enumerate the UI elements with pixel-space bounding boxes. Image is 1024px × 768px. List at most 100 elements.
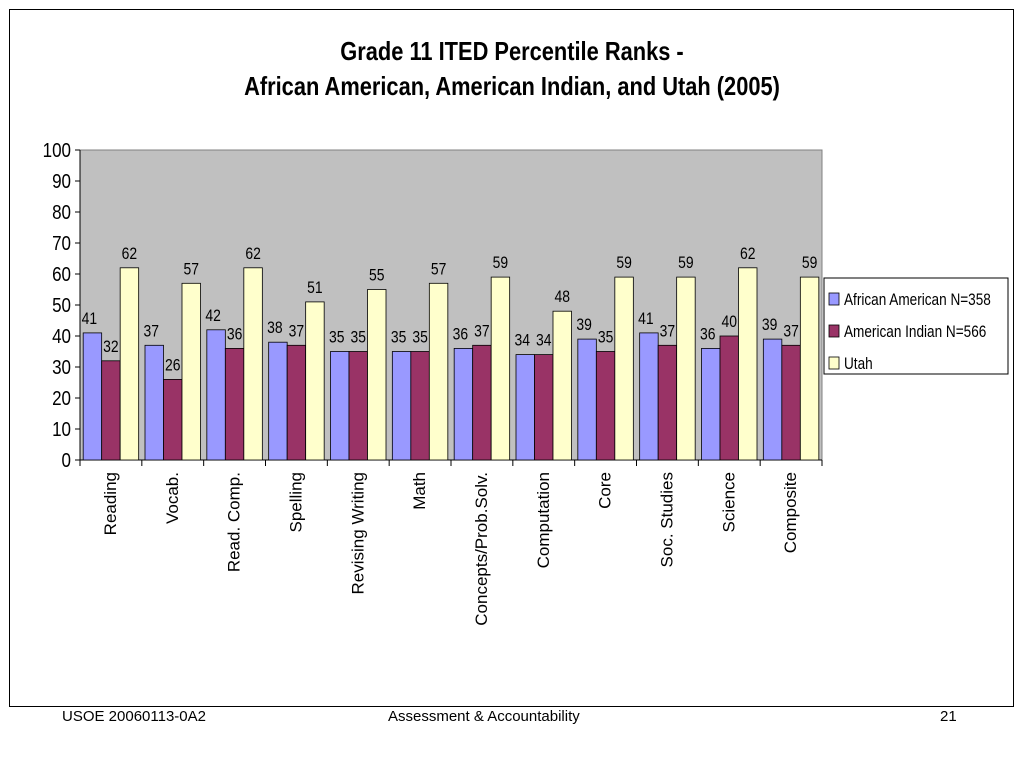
- data-label: 39: [576, 316, 591, 335]
- bar-utah: [738, 267, 758, 461]
- data-label: 40: [722, 313, 738, 332]
- bar-utah: [490, 276, 511, 461]
- y-tick-label: 70: [52, 232, 71, 255]
- bar-american-indian-n-566: [719, 335, 739, 461]
- data-label: 39: [762, 316, 777, 335]
- footer-page-number: 21: [940, 708, 957, 725]
- bar-american-indian-n-566: [781, 344, 801, 461]
- y-tick-label: 80: [52, 201, 71, 224]
- data-label: 37: [144, 322, 159, 341]
- bar-utah: [552, 310, 572, 461]
- bar-african-american-n-358: [391, 351, 412, 461]
- bar-african-american-n-358: [144, 344, 164, 461]
- data-label: 41: [638, 310, 653, 329]
- bar-african-american-n-358: [515, 354, 535, 461]
- x-tick-label: Reading: [101, 472, 120, 535]
- bar-american-indian-n-566: [472, 344, 492, 461]
- x-tick-label: Read. Comp.: [225, 472, 244, 572]
- data-label: 37: [474, 322, 489, 341]
- x-tick-label: Revising Writing: [348, 472, 367, 595]
- data-label: 35: [412, 328, 427, 347]
- x-tick-label: Spelling: [286, 472, 305, 533]
- bar-utah: [614, 276, 634, 461]
- bar-utah: [428, 282, 449, 461]
- bar-american-indian-n-566: [286, 344, 307, 461]
- bar-utah: [676, 276, 696, 461]
- y-tick-label: 10: [52, 418, 71, 441]
- bar-utah: [799, 276, 820, 461]
- y-tick-label: 90: [52, 170, 71, 193]
- data-label: 34: [515, 331, 531, 350]
- data-label: 34: [536, 331, 552, 350]
- data-label: 59: [802, 254, 817, 273]
- data-label: 36: [700, 325, 715, 344]
- x-tick-label: Soc. Studies: [657, 472, 676, 567]
- y-tick-label: 50: [52, 294, 71, 317]
- y-tick-label: 100: [43, 139, 71, 162]
- data-label: 37: [660, 322, 675, 341]
- legend-swatch: [828, 324, 840, 338]
- legend-label: African American N=358: [844, 291, 991, 310]
- data-label: 62: [122, 245, 137, 264]
- legend-swatch: [828, 292, 840, 306]
- bar-african-american-n-358: [268, 341, 288, 461]
- data-label: 35: [391, 328, 406, 347]
- y-tick-label: 40: [52, 325, 71, 348]
- bar-african-american-n-358: [577, 338, 597, 461]
- y-tick-label: 20: [52, 387, 71, 410]
- bar-utah: [243, 267, 263, 461]
- legend-swatch: [828, 356, 840, 370]
- data-label: 35: [598, 328, 613, 347]
- legend-label: Utah: [844, 355, 873, 374]
- data-label: 38: [267, 319, 282, 338]
- data-label: 26: [165, 356, 180, 375]
- bar-american-indian-n-566: [163, 378, 183, 461]
- data-label: 37: [783, 322, 798, 341]
- y-tick-label: 0: [62, 449, 71, 472]
- bar-african-american-n-358: [762, 338, 783, 461]
- data-label: 35: [351, 328, 366, 347]
- slide-frame: Grade 11 ITED Percentile Ranks - African …: [9, 9, 1014, 707]
- bar-utah: [367, 289, 387, 461]
- chart-title-line: Grade 11 ITED Percentile Ranks -: [340, 37, 683, 66]
- data-label: 55: [369, 266, 384, 285]
- data-label: 62: [245, 245, 260, 264]
- data-label: 57: [184, 260, 199, 279]
- data-label: 36: [453, 325, 468, 344]
- data-label: 48: [555, 288, 570, 307]
- bar-african-american-n-358: [701, 347, 721, 461]
- bar-american-indian-n-566: [348, 351, 368, 461]
- bar-american-indian-n-566: [595, 351, 616, 461]
- data-label: 35: [329, 328, 344, 347]
- bar-african-american-n-358: [330, 351, 350, 461]
- chart-title-line: African American, American Indian, and U…: [244, 72, 780, 101]
- data-label: 57: [431, 260, 446, 279]
- bar-american-indian-n-566: [101, 360, 121, 461]
- x-tick-label: Vocab.: [163, 472, 182, 524]
- bar-utah: [305, 301, 325, 461]
- data-label: 51: [307, 279, 322, 298]
- x-tick-label: Composite: [781, 472, 800, 553]
- data-label: 59: [616, 254, 631, 273]
- data-label: 62: [740, 245, 755, 264]
- chart: Grade 11 ITED Percentile Ranks - African …: [43, 37, 1009, 626]
- y-tick-label: 30: [52, 356, 71, 379]
- x-tick-label: Concepts/Prob.Solv.: [472, 472, 491, 626]
- data-label: 36: [227, 325, 242, 344]
- bar-american-indian-n-566: [410, 351, 430, 461]
- bar-utah: [119, 267, 140, 461]
- data-label: 59: [493, 254, 508, 273]
- legend-label: American Indian N=566: [844, 323, 986, 342]
- data-label: 37: [289, 322, 304, 341]
- y-tick-label: 60: [52, 263, 71, 286]
- plot-area: [79, 149, 823, 461]
- x-tick-label: Science: [719, 472, 738, 532]
- bar-african-american-n-358: [639, 332, 659, 461]
- data-label: 32: [103, 338, 118, 357]
- bar-african-american-n-358: [206, 329, 226, 461]
- data-label: 59: [678, 254, 693, 273]
- data-label: 42: [205, 307, 220, 326]
- legend-box: [823, 277, 1009, 375]
- x-tick-label: Core: [596, 472, 615, 509]
- bar-american-indian-n-566: [534, 354, 554, 461]
